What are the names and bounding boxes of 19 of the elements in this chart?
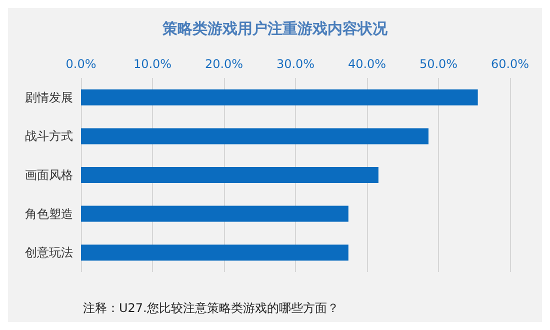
y-tick-label: 剧情发展 xyxy=(25,90,73,104)
bar xyxy=(81,206,348,222)
x-tick-label: 30.0% xyxy=(276,57,315,71)
y-tick-label: 角色塑造 xyxy=(25,206,73,221)
x-tick-label: 40.0% xyxy=(348,57,386,71)
y-tick-label: 画面风格 xyxy=(25,168,73,182)
bar xyxy=(81,167,378,183)
text: 注释：U27.您比较注意策略类游戏的哪些方面？ xyxy=(83,301,339,315)
bar xyxy=(81,244,348,261)
x-tick-label: 10.0% xyxy=(133,57,172,71)
y-tick-label: 战斗方式 xyxy=(25,129,73,144)
x-tick-label: 60.0% xyxy=(490,57,530,71)
bar xyxy=(81,89,478,106)
y-tick-label: 创意玩法 xyxy=(25,246,73,260)
x-tick-label: 0.0% xyxy=(66,57,96,71)
chart-title: 策略类游戏用户注重游戏内容状况 xyxy=(162,20,388,38)
x-tick-label: 50.0% xyxy=(419,57,458,71)
x-tick-label: 20.0% xyxy=(204,57,244,71)
bar xyxy=(81,128,428,144)
